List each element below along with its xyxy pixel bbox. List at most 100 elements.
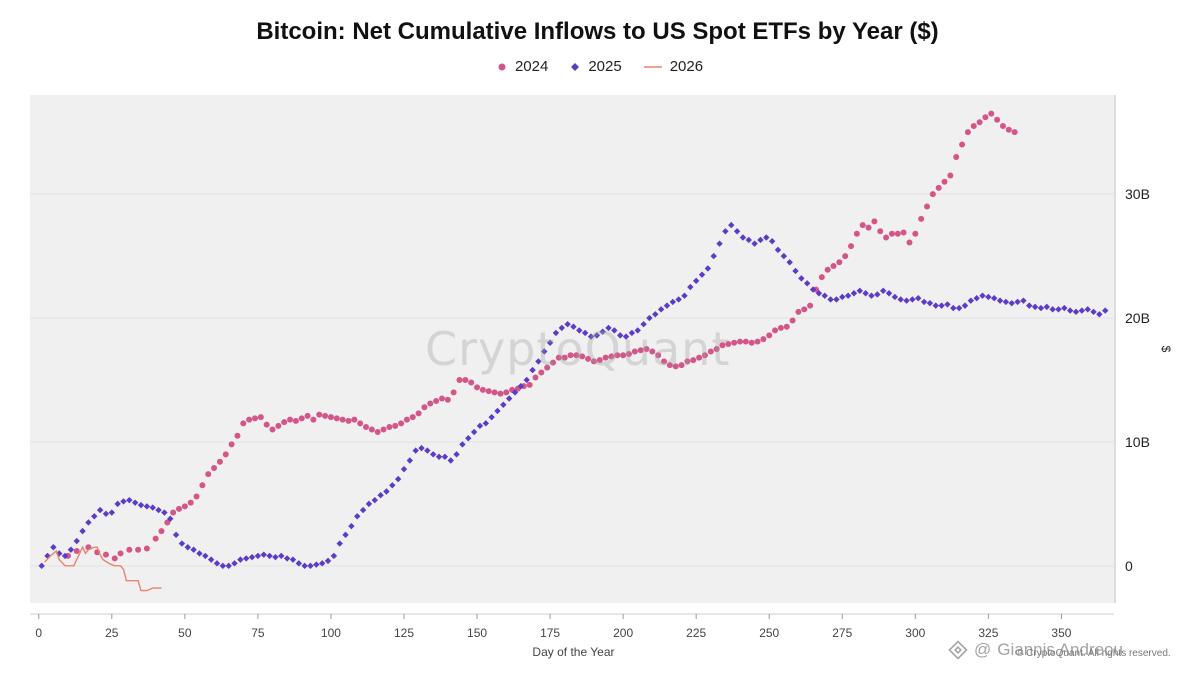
data-point-2024	[666, 362, 673, 369]
data-point-2025	[248, 553, 256, 561]
data-point-2024	[228, 441, 235, 448]
data-point-2024	[538, 369, 545, 376]
data-point-2024	[491, 389, 498, 396]
data-point-2024	[304, 412, 311, 419]
data-point-2025	[219, 562, 227, 570]
data-point-2024	[935, 184, 942, 191]
data-point-2024	[590, 358, 597, 365]
data-point-2025	[728, 221, 735, 229]
data-point-2024	[877, 228, 884, 235]
data-point-2025	[389, 482, 396, 489]
data-point-2024	[176, 505, 183, 512]
data-point-2024	[351, 416, 358, 423]
data-point-2024	[807, 302, 814, 309]
data-point-2025	[985, 293, 992, 301]
data-point-2025	[207, 556, 215, 563]
data-point-2025	[552, 329, 560, 337]
data-point-2025	[973, 295, 980, 302]
data-point-2024	[298, 415, 305, 422]
data-point-2025	[131, 499, 139, 506]
data-point-2024	[211, 464, 218, 471]
data-point-2024	[240, 420, 247, 427]
data-point-2025	[599, 328, 606, 335]
data-point-2024	[158, 528, 165, 535]
data-point-2024	[643, 346, 650, 352]
data-point-2024	[170, 509, 177, 516]
legend-label-2026: 2026	[669, 58, 704, 75]
data-point-2024	[859, 222, 866, 229]
data-point-2024	[275, 422, 282, 429]
data-point-2025	[815, 290, 823, 297]
data-point-2025	[459, 441, 466, 448]
data-point-2024	[596, 357, 603, 364]
data-point-2024	[532, 374, 539, 381]
data-point-2024	[126, 546, 133, 553]
data-point-2025	[371, 496, 378, 504]
data-point-2025	[324, 557, 332, 565]
data-point-2024	[883, 234, 890, 241]
data-point-2024	[900, 229, 907, 236]
data-point-2025	[774, 246, 782, 254]
data-point-2024	[263, 421, 270, 428]
author-at-sign: @	[974, 640, 992, 659]
data-point-2024	[625, 350, 632, 357]
data-point-2025	[254, 552, 262, 560]
series-line-2026	[44, 545, 162, 592]
data-point-2024	[579, 353, 586, 360]
data-point-2024	[456, 376, 463, 383]
data-point-2025	[114, 500, 121, 508]
data-point-2024	[187, 499, 194, 506]
series-layer	[38, 110, 1109, 592]
data-point-2024	[818, 274, 825, 281]
data-point-2024	[994, 116, 1001, 123]
data-point-2025	[406, 457, 414, 464]
y-tick-label: 30B	[1125, 186, 1150, 202]
data-point-2024	[1005, 126, 1012, 133]
data-point-2025	[430, 451, 437, 458]
data-point-2025	[891, 293, 899, 301]
data-point-2025	[38, 562, 45, 570]
data-point-2025	[669, 298, 677, 306]
data-point-2025	[266, 552, 273, 560]
data-point-2024	[251, 415, 258, 422]
data-point-2024	[392, 422, 399, 429]
data-point-2024	[143, 545, 150, 552]
legend-label-2025: 2025	[588, 58, 622, 75]
data-point-2024	[485, 388, 492, 395]
x-tick-label: 325	[978, 626, 998, 640]
data-point-2025	[722, 228, 729, 235]
data-point-2024	[631, 348, 638, 355]
data-point-2024	[742, 338, 749, 345]
data-point-2025	[745, 236, 752, 244]
data-point-2025	[318, 560, 326, 567]
data-point-2025	[932, 302, 939, 309]
data-point-2024	[912, 230, 919, 237]
data-point-2025	[295, 560, 303, 567]
data-point-2025	[558, 324, 565, 332]
legend-item-2025[interactable]: 2025	[570, 58, 622, 75]
data-point-2024	[555, 354, 562, 361]
data-point-2025	[137, 501, 145, 509]
legend-item-2026[interactable]: 2026	[643, 58, 704, 75]
data-point-2025	[844, 292, 852, 299]
data-point-2025	[622, 333, 630, 340]
data-point-2024	[661, 358, 668, 365]
data-point-2024	[941, 178, 948, 185]
series-2025	[38, 221, 1109, 570]
data-point-2025	[675, 296, 682, 303]
legend: 2024 2025 2026	[0, 58, 1200, 75]
data-point-2024	[310, 416, 317, 423]
data-point-2024	[73, 547, 80, 554]
data-point-2024	[964, 129, 971, 136]
data-point-2024	[462, 376, 469, 383]
data-point-2024	[181, 503, 188, 510]
data-point-2024	[573, 352, 580, 359]
data-point-2025	[359, 506, 367, 514]
data-point-2025	[511, 389, 519, 396]
data-point-2024	[135, 546, 142, 553]
data-point-2025	[856, 287, 864, 294]
data-point-2025	[1096, 311, 1103, 318]
data-point-2025	[938, 302, 945, 309]
legend-item-2024[interactable]: 2024	[497, 58, 548, 75]
x-tick-label: 150	[467, 626, 487, 640]
